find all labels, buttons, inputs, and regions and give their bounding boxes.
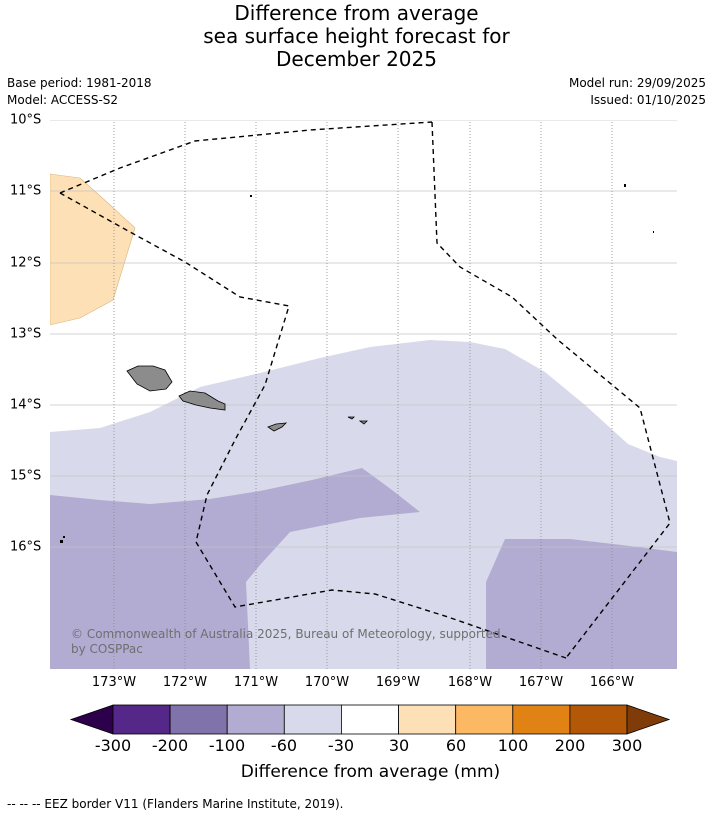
island-upolu xyxy=(178,390,226,411)
eez-line-samoa-west xyxy=(59,192,567,659)
island-tutuila xyxy=(267,422,288,432)
title-line-2: sea surface height forecast for xyxy=(203,24,510,48)
lat-gridlines xyxy=(50,120,677,548)
colorbar xyxy=(69,704,671,735)
eez-borders xyxy=(59,121,671,659)
island-ofu xyxy=(347,416,355,420)
lon-label-173w: 173°W xyxy=(91,675,137,690)
colorbar-bin-7 xyxy=(455,704,514,735)
colorbar-tick: 100 xyxy=(497,736,529,755)
colorbar-tick: 200 xyxy=(554,736,586,755)
land-samoa xyxy=(126,365,368,432)
colorbar-tick: -100 xyxy=(208,736,246,755)
colorbar-bin-8 xyxy=(512,704,571,735)
title-line-1: Difference from average xyxy=(234,1,479,25)
colorbar-tick: -300 xyxy=(94,736,132,755)
lon-label-166w: 166°W xyxy=(589,675,635,690)
eez-line-american-samoa-east xyxy=(431,121,671,659)
lat-label-10s: 10°S xyxy=(10,112,42,128)
colorbar-bin-5 xyxy=(340,704,399,735)
colorbar-bin-2 xyxy=(169,704,228,735)
colorbar-label: Difference from average (mm) xyxy=(240,762,501,782)
lon-label-172w: 172°W xyxy=(162,675,208,690)
lat-label-15s: 15°S xyxy=(10,468,42,484)
model-run: Model run: 29/09/2025 xyxy=(568,76,706,90)
lon-label-170w: 170°W xyxy=(304,675,350,690)
lat-label-14s: 14°S xyxy=(10,397,42,413)
colorbar-tick: 60 xyxy=(445,736,467,755)
copyright-credit: © Commonwealth of Australia 2025, Bureau… xyxy=(71,627,501,656)
colorbar-bin-9 xyxy=(569,704,628,735)
lat-label-11s: 11°S xyxy=(10,183,42,199)
lon-label-169w: 169°W xyxy=(375,675,421,690)
lon-label-171w: 171°W xyxy=(233,675,279,690)
lat-label-16s: 16°S xyxy=(10,539,42,555)
colorbar-tick: -30 xyxy=(327,736,355,755)
island-tau xyxy=(358,420,368,425)
model-name: Model: ACCESS-S2 xyxy=(7,93,119,107)
issued-date: Issued: 01/10/2025 xyxy=(590,93,706,107)
map-plot-area xyxy=(50,120,677,669)
colorbar-bin-4 xyxy=(283,704,342,735)
island-savaii xyxy=(126,365,173,392)
colorbar-bin-6 xyxy=(398,704,457,735)
lat-label-13s: 13°S xyxy=(10,326,42,342)
land-small-islands xyxy=(60,184,654,543)
lon-label-168w: 168°W xyxy=(447,675,493,690)
colorbar-tick: 30 xyxy=(388,736,410,755)
colorbar-bin-3 xyxy=(226,704,285,735)
colorbar-tick: -200 xyxy=(151,736,189,755)
eez-legend-note: -- -- -- EEZ border V11 (Flanders Marine… xyxy=(7,797,344,811)
lat-label-12s: 12°S xyxy=(10,255,42,271)
lon-label-167w: 167°W xyxy=(518,675,564,690)
colorbar-tick: -60 xyxy=(270,736,298,755)
anomaly-region-purple-west xyxy=(50,468,420,669)
colorbar-bin-1 xyxy=(112,704,171,735)
base-period: Base period: 1981-2018 xyxy=(7,76,152,90)
eez-line-northwest xyxy=(59,121,433,194)
colorbar-tick: 300 xyxy=(611,736,643,755)
anomaly-region-purple-east xyxy=(486,539,677,669)
title-line-3: December 2025 xyxy=(276,47,437,71)
colorbar-extend-high xyxy=(626,704,671,735)
colorbar-extend-low xyxy=(69,704,114,735)
